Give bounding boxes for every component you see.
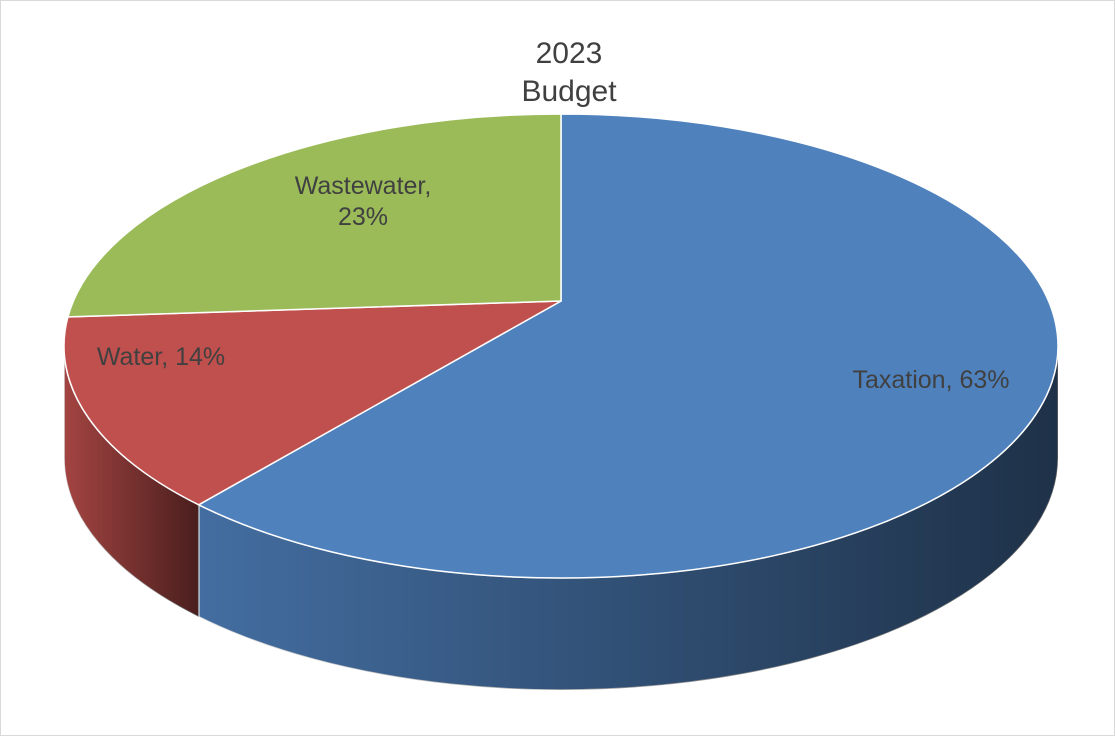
slice [63, 300, 562, 506]
data-label: Wastewater, 23% [294, 172, 432, 232]
data-label: Water, 14% [96, 343, 226, 371]
slice [197, 113, 1059, 579]
side-shade [198, 346, 1059, 690]
slice [66, 113, 562, 318]
side-shade [64, 346, 199, 617]
data-label: Taxation, 63% [852, 366, 1010, 394]
chart-title: 2023 Budget [521, 37, 617, 108]
